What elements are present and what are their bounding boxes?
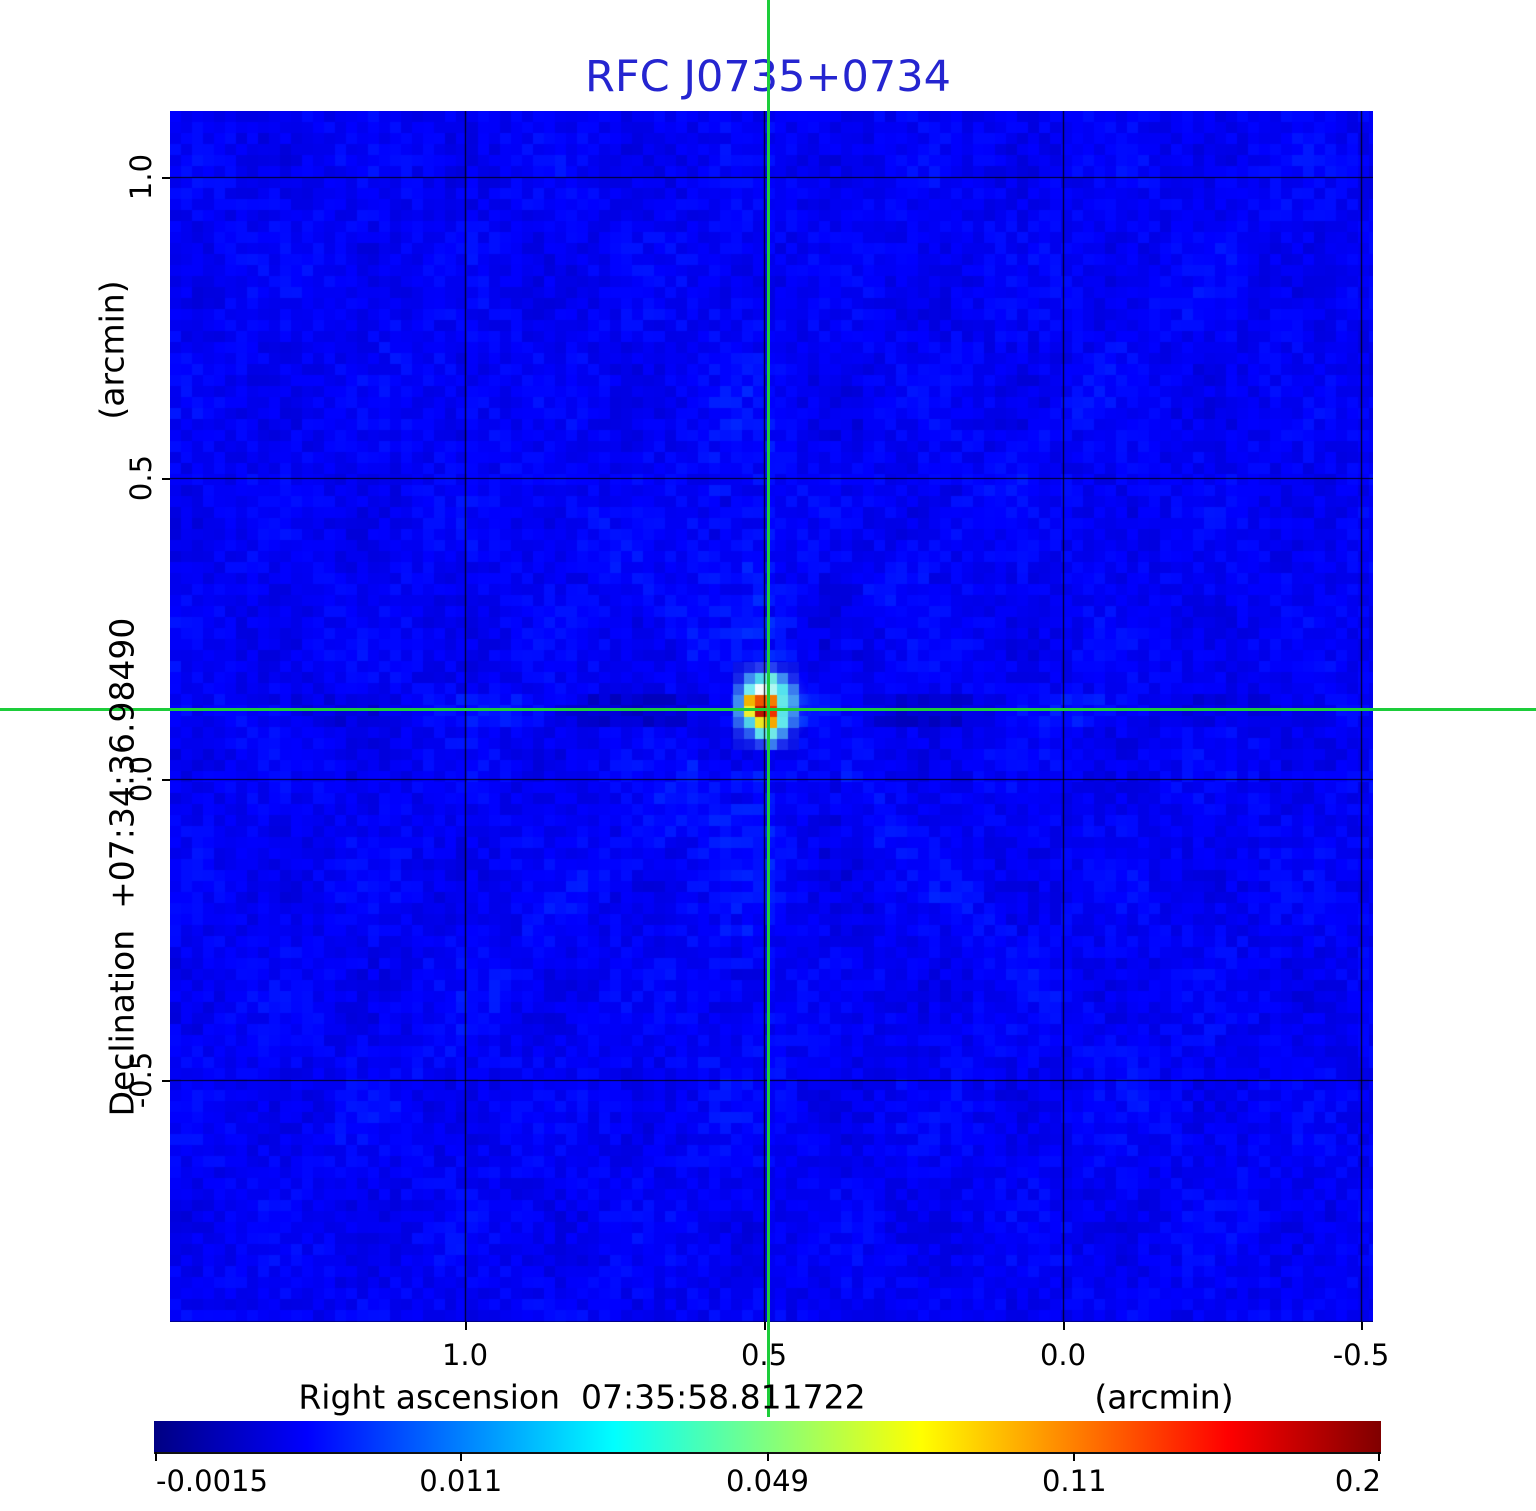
heatmap-image: [170, 111, 1373, 1322]
colorbar-tick-label: 0.011: [419, 1464, 503, 1498]
x-axis-label: Right ascension 07:35:58.811722: [298, 1377, 866, 1417]
colorbar: -0.0015 0.011 0.049 0.11 0.2: [154, 1421, 1381, 1498]
y-axis-tick-mark: [162, 177, 170, 179]
colorbar-tick-mark: [766, 1452, 769, 1461]
colorbar-tick-mark: [155, 1452, 158, 1461]
colorbar-tick-label: 0.049: [725, 1464, 810, 1498]
colorbar-tick-label: -0.0015: [156, 1464, 268, 1498]
y-axis-tick-mark: [162, 779, 170, 781]
x-tick-label: 0.5: [740, 1338, 788, 1372]
colorbar-tick-mark: [459, 1452, 462, 1461]
y-tick-label: 0.5: [124, 454, 158, 502]
x-tick-label: 1.0: [441, 1338, 489, 1372]
colorbar-tick-label: 0.11: [1041, 1464, 1107, 1498]
x-axis-tick-mark: [1361, 1322, 1363, 1330]
x-axis-tick-mark: [1063, 1322, 1065, 1330]
x-tick-label: 0.0: [1039, 1338, 1087, 1372]
colorbar-tick-mark: [1073, 1452, 1076, 1461]
x-axis-tick-mark: [465, 1322, 467, 1330]
colorbar-tick-label: 0.2: [1334, 1464, 1381, 1498]
x-axis-unit-label: (arcmin): [1094, 1377, 1234, 1417]
colorbar-gradient: [154, 1421, 1381, 1454]
plot-title: RFC J0735+0734: [585, 52, 951, 102]
y-axis-unit-label: (arcmin): [92, 280, 132, 420]
y-axis-tick-mark: [162, 1080, 170, 1082]
x-axis-tick-mark: [764, 1322, 766, 1330]
y-axis-tick-mark: [162, 478, 170, 480]
x-tick-label: -0.5: [1332, 1338, 1390, 1372]
colorbar-tick-mark: [1377, 1452, 1380, 1461]
y-tick-label: 1.0: [124, 153, 158, 201]
y-axis-label: Declination +07:34:36.98490: [102, 617, 142, 1117]
